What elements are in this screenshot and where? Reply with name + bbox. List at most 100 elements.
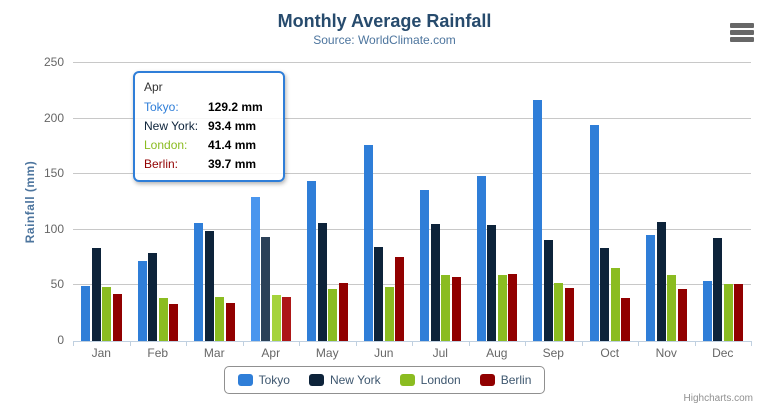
x-axis-tick <box>242 341 244 346</box>
column-london-jun[interactable] <box>384 287 394 341</box>
legend-item-london[interactable]: London <box>399 373 461 387</box>
tooltip-series-name: New York: <box>144 119 199 133</box>
column-new-york-feb[interactable] <box>148 253 157 341</box>
x-axis-tick <box>525 341 526 346</box>
x-axis-tick <box>355 341 357 346</box>
column-london-jul[interactable] <box>441 275 450 341</box>
column-berlin-oct[interactable] <box>621 297 630 341</box>
column-tokyo-may[interactable] <box>307 180 316 341</box>
credits-link[interactable]: Highcharts.com <box>683 393 753 404</box>
column-berlin-mar[interactable] <box>225 302 235 341</box>
x-axis-tick <box>581 341 583 346</box>
export-menu-button[interactable] <box>730 21 754 44</box>
x-axis-label: Jun <box>374 346 394 360</box>
x-axis-label: Jul <box>432 346 448 360</box>
x-axis-label: Feb <box>147 346 169 360</box>
x-axis-label: Apr <box>261 346 281 360</box>
column-london-mar[interactable] <box>215 297 224 341</box>
x-axis-label: Jan <box>91 346 111 360</box>
column-london-jan[interactable] <box>102 286 111 341</box>
column-london-may[interactable] <box>328 288 337 341</box>
legend: Tokyo New York London Berlin <box>0 366 769 394</box>
x-axis-tick <box>694 341 696 346</box>
x-axis-tick <box>129 341 131 346</box>
grid-line <box>73 284 751 286</box>
column-berlin-nov[interactable] <box>677 288 687 341</box>
y-axis-label: 0 <box>57 333 64 347</box>
column-london-oct[interactable] <box>610 268 620 341</box>
column-tokyo-apr[interactable] <box>250 197 260 341</box>
column-london-apr[interactable] <box>271 294 281 341</box>
column-london-feb[interactable] <box>158 297 168 341</box>
x-axis-tick <box>73 341 74 346</box>
tooltip-series-name: Tokyo: <box>144 100 179 114</box>
column-new-york-jun[interactable] <box>374 247 383 341</box>
column-new-york-jan[interactable] <box>91 248 101 341</box>
column-berlin-may[interactable] <box>338 282 348 341</box>
grid-line <box>73 228 751 230</box>
column-new-york-nov[interactable] <box>656 222 666 341</box>
column-new-york-oct[interactable] <box>600 248 609 341</box>
legend-item-berlin[interactable]: Berlin <box>479 373 531 387</box>
column-berlin-feb[interactable] <box>169 304 178 341</box>
tooltip-row: New York: 93.4 mm <box>144 117 274 136</box>
legend-item-new-york[interactable]: New York <box>308 373 381 387</box>
column-new-york-mar[interactable] <box>204 231 214 341</box>
legend-item-tokyo[interactable]: Tokyo <box>237 373 290 387</box>
column-tokyo-dec[interactable] <box>702 280 712 341</box>
x-axis-tick <box>468 341 470 346</box>
column-tokyo-aug[interactable] <box>476 175 486 341</box>
column-new-york-dec[interactable] <box>713 238 722 341</box>
legend-box: Tokyo New York London Berlin <box>223 366 546 394</box>
tooltip-series-value: 93.4 mm <box>208 119 257 133</box>
column-tokyo-sep[interactable] <box>533 100 542 341</box>
tooltip: Apr Tokyo: 129.2 mm New York: 93.4 mm Lo… <box>133 71 285 182</box>
column-new-york-may[interactable] <box>317 223 327 341</box>
y-axis-label: 50 <box>50 277 64 292</box>
column-berlin-aug[interactable] <box>508 273 517 341</box>
tooltip-row: Tokyo: 129.2 mm <box>144 98 274 117</box>
grid-line <box>73 117 751 119</box>
tooltip-series-name: Berlin: <box>144 157 179 171</box>
column-london-dec[interactable] <box>723 284 733 341</box>
x-axis-tick <box>299 341 300 346</box>
legend-swatch-tokyo <box>237 374 253 386</box>
chart-title: Monthly Average Rainfall <box>277 11 492 31</box>
tooltip-row: Berlin: 39.7 mm <box>144 155 274 174</box>
tooltip-row: London: 41.4 mm <box>144 136 274 155</box>
tooltip-series-value: 41.4 mm <box>208 138 257 152</box>
tooltip-series-name: London: <box>144 138 188 152</box>
column-tokyo-nov[interactable] <box>646 234 655 341</box>
column-tokyo-oct[interactable] <box>589 125 599 341</box>
y-axis-label: 250 <box>43 55 64 69</box>
y-axis-label: 200 <box>43 110 64 125</box>
legend-swatch-new-york <box>308 374 324 386</box>
column-london-nov[interactable] <box>667 275 676 341</box>
column-berlin-dec[interactable] <box>734 284 743 341</box>
x-axis-label: Oct <box>600 346 620 360</box>
column-berlin-jan[interactable] <box>112 293 122 341</box>
column-new-york-apr[interactable] <box>261 237 270 341</box>
column-new-york-aug[interactable] <box>487 225 496 341</box>
y-axis-label: 100 <box>43 221 64 236</box>
column-london-aug[interactable] <box>497 274 507 341</box>
column-tokyo-mar[interactable] <box>194 222 203 341</box>
chart-subtitle: Source: WorldClimate.com <box>313 33 456 47</box>
column-berlin-apr[interactable] <box>282 296 291 341</box>
column-berlin-jul[interactable] <box>451 277 461 341</box>
column-tokyo-jun[interactable] <box>363 145 373 341</box>
column-tokyo-jan[interactable] <box>81 285 90 341</box>
x-axis-tick <box>638 341 639 346</box>
tooltip-series-value: 129.2 mm <box>208 100 263 114</box>
column-berlin-jun[interactable] <box>395 257 404 341</box>
y-axis-label: 150 <box>43 166 64 181</box>
column-tokyo-jul[interactable] <box>420 190 429 341</box>
column-berlin-sep[interactable] <box>564 288 574 341</box>
column-tokyo-feb[interactable] <box>137 261 147 341</box>
column-london-sep[interactable] <box>554 282 563 341</box>
tooltip-header: Apr <box>144 80 163 94</box>
column-new-york-jul[interactable] <box>430 224 440 341</box>
tooltip-series-value: 39.7 mm <box>208 157 257 171</box>
column-new-york-sep[interactable] <box>543 239 553 341</box>
